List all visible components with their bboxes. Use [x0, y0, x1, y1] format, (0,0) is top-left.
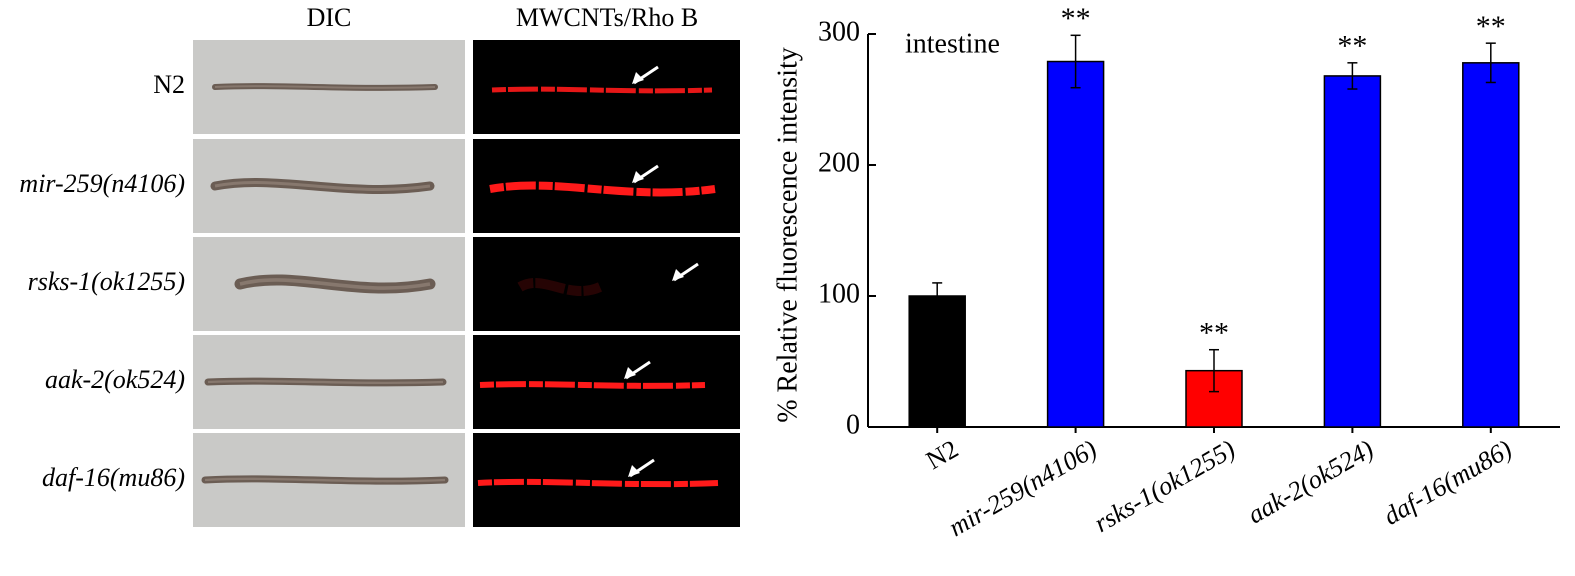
arrow-head [632, 72, 644, 84]
significance-label: ** [1061, 2, 1091, 35]
worm-highlight [239, 278, 431, 290]
row-label: mir-259(n4106) [19, 169, 185, 198]
x-tick-label: rsks-1(ok1255) [1089, 434, 1240, 538]
y-tick-label: 300 [818, 16, 860, 47]
row-label: aak-2(ok524) [45, 365, 185, 394]
significance-label: ** [1476, 10, 1506, 43]
arrow-head [672, 269, 684, 281]
y-axis-label: % Relative fluorescence intensity [772, 47, 803, 423]
fluorescence [517, 277, 602, 297]
row-label: N2 [153, 70, 185, 99]
arrow-head [628, 465, 640, 477]
bar [1323, 75, 1382, 428]
x-tick-label: mir-259(n4106) [944, 434, 1102, 542]
column-header: MWCNTs/Rho B [516, 3, 698, 32]
row-label: rsks-1(ok1255) [28, 267, 185, 296]
arrow-head [624, 367, 636, 379]
y-tick-label: 200 [818, 147, 860, 178]
bar [1046, 60, 1105, 428]
worm-highlight [207, 379, 444, 385]
fluorescence [477, 478, 719, 488]
x-tick-label: aak-2(ok524) [1243, 434, 1379, 529]
x-tick-label: N2 [921, 434, 963, 475]
y-tick-label: 100 [818, 278, 860, 309]
significance-label: ** [1337, 30, 1367, 63]
bar [1462, 62, 1520, 428]
fluorescence-image [473, 237, 740, 331]
bar [908, 295, 966, 428]
fluorescence [489, 181, 716, 197]
fluorescence [479, 381, 706, 389]
worm-highlight [204, 477, 446, 483]
arrow-head [632, 171, 644, 183]
worm-highlight [214, 85, 436, 89]
column-header: DIC [307, 3, 352, 32]
x-tick-label: daf-16(mu86) [1378, 434, 1516, 531]
row-label: daf-16(mu86) [42, 463, 185, 492]
worm-highlight [214, 181, 431, 191]
significance-label: ** [1199, 317, 1229, 350]
y-tick-label: 0 [846, 409, 860, 440]
annotation: intestine [905, 28, 1000, 59]
fluorescence [491, 86, 713, 94]
